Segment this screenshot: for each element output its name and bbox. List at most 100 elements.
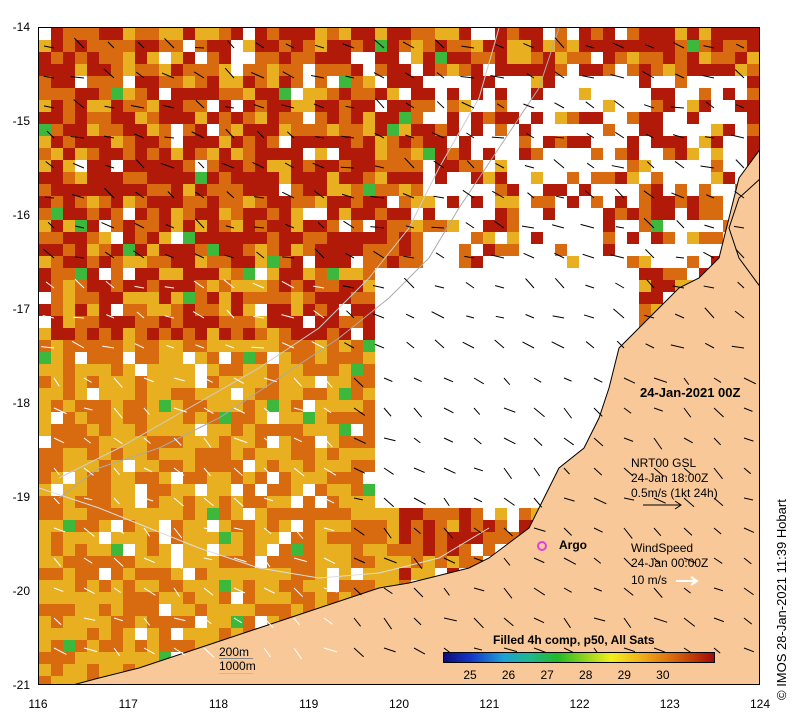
- current-arrow: [703, 285, 715, 289]
- sst-pixel: [243, 412, 255, 424]
- sst-pixel: [375, 244, 387, 256]
- sst-pixel: [231, 124, 243, 136]
- sst-pixel: [435, 532, 447, 544]
- current-arrow: [374, 132, 385, 139]
- sst-pixel: [759, 172, 760, 184]
- sst-pixel: [135, 304, 147, 316]
- current-arrow: [495, 162, 505, 169]
- sst-pixel: [75, 640, 87, 652]
- x-tick-label: 123: [659, 697, 680, 711]
- sst-pixel: [387, 184, 399, 196]
- sst-pixel: [51, 340, 63, 352]
- sst-pixel: [243, 568, 255, 580]
- current-arrow: [473, 557, 484, 562]
- sst-pixel: [135, 172, 147, 184]
- sst-pixel: [123, 256, 135, 268]
- sst-pixel: [87, 112, 99, 124]
- argo-marker[interactable]: [537, 541, 547, 551]
- sst-pixel: [351, 28, 363, 40]
- sst-pixel: [351, 172, 363, 184]
- sst-pixel: [387, 220, 399, 232]
- sst-pixel: [75, 112, 87, 124]
- current-arrow: [563, 647, 574, 653]
- sst-pixel: [651, 100, 663, 112]
- map-area[interactable]: Argo NRT00 GSL 24-Jan 18:00Z 0.5m/s (1kt…: [38, 27, 760, 685]
- sst-pixel: [135, 268, 147, 280]
- sst-pixel: [63, 268, 75, 280]
- sst-pixel: [87, 400, 99, 412]
- sst-pixel: [423, 136, 435, 148]
- current-arrow: [563, 407, 573, 419]
- sst-pixel: [243, 580, 255, 592]
- sst-pixel: [39, 112, 51, 124]
- sst-pixel: [87, 172, 99, 184]
- sst-pixel: [123, 304, 135, 316]
- sst-pixel: [627, 112, 639, 124]
- sst-pixel: [291, 64, 303, 76]
- sst-pixel: [747, 40, 759, 52]
- sst-pixel: [255, 148, 267, 160]
- current-arrow: [41, 346, 55, 349]
- sst-pixel: [375, 148, 387, 160]
- sst-pixel: [315, 280, 327, 292]
- current-arrow: [143, 497, 154, 502]
- current-arrow: [133, 250, 145, 259]
- sst-pixel: [327, 352, 339, 364]
- sst-pixel: [63, 388, 75, 400]
- sst-pixel: [159, 400, 171, 412]
- sst-pixel: [399, 28, 411, 40]
- sst-pixel: [591, 172, 603, 184]
- sst-pixel: [303, 412, 315, 424]
- sst-pixel: [183, 496, 195, 508]
- sst-pixel: [111, 328, 123, 340]
- sst-pixel: [759, 664, 760, 676]
- sst-pixel: [291, 484, 303, 496]
- sst-pixel: [339, 196, 351, 208]
- sst-pixel: [471, 232, 483, 244]
- sst-pixel: [279, 424, 291, 436]
- current-arrow: [413, 587, 424, 598]
- current-arrow: [160, 162, 175, 169]
- sst-pixel: [39, 580, 51, 592]
- sst-pixel: [219, 208, 231, 220]
- sst-pixel: [279, 400, 291, 412]
- sst-pixel: [327, 268, 339, 280]
- sst-pixel: [183, 556, 195, 568]
- sst-pixel: [591, 40, 603, 52]
- sst-pixel: [63, 160, 75, 172]
- sst-pixel: [687, 100, 699, 112]
- sst-pixel: [267, 244, 279, 256]
- sst-pixel: [387, 100, 399, 112]
- current-arrow: [473, 467, 484, 472]
- sst-pixel: [435, 172, 447, 184]
- sst-pixel: [87, 316, 99, 328]
- current-arrow: [286, 131, 295, 139]
- sst-pixel: [375, 232, 387, 244]
- sst-pixel: [75, 316, 87, 328]
- sst-pixel: [279, 472, 291, 484]
- sst-pixel: [303, 184, 315, 196]
- sst-pixel: [135, 184, 147, 196]
- sst-pixel: [159, 616, 171, 628]
- sst-pixel: [159, 544, 171, 556]
- sst-pixel: [615, 148, 627, 160]
- sst-pixel: [219, 556, 231, 568]
- sst-pixel: [351, 400, 363, 412]
- sst-pixel: [759, 532, 760, 544]
- sst-pixel: [507, 220, 519, 232]
- sst-pixel: [63, 76, 75, 88]
- sst-pixel: [303, 520, 315, 532]
- sst-pixel: [75, 64, 87, 76]
- sst-pixel: [267, 148, 279, 160]
- sst-pixel: [687, 28, 699, 40]
- sst-pixel: [63, 448, 75, 460]
- sst-pixel: [135, 316, 147, 328]
- sst-pixel: [111, 640, 123, 652]
- sst-pixel: [255, 448, 267, 460]
- sst-pixel: [75, 628, 87, 640]
- current-arrow: [374, 343, 385, 349]
- sst-pixel: [327, 112, 339, 124]
- current-arrow: [503, 467, 513, 480]
- current-arrow: [551, 224, 565, 229]
- sst-pixel: [183, 64, 195, 76]
